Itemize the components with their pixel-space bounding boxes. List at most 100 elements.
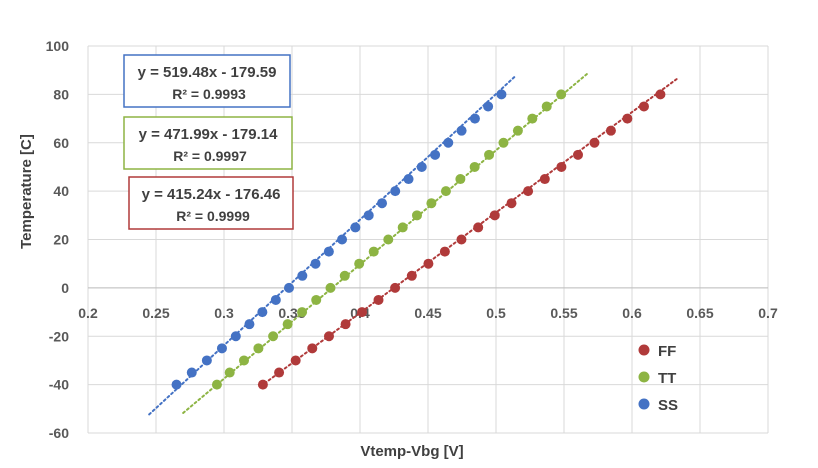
data-point-ss bbox=[390, 186, 401, 197]
data-point-ss bbox=[350, 222, 361, 233]
data-point-tt bbox=[211, 379, 222, 390]
legend-marker-ss bbox=[638, 398, 650, 410]
trendline-equation-ff: y = 415.24x - 176.46 bbox=[142, 186, 281, 203]
x-tick-label: 0.45 bbox=[414, 305, 441, 321]
r-squared-tt: R² = 0.9997 bbox=[173, 148, 247, 164]
data-point-ss bbox=[171, 379, 182, 390]
data-point-ss bbox=[469, 113, 480, 124]
data-point-ss bbox=[456, 125, 467, 136]
data-point-tt bbox=[297, 307, 308, 318]
data-point-ff bbox=[605, 125, 616, 136]
data-point-ss bbox=[323, 246, 334, 257]
data-point-ff bbox=[423, 258, 434, 269]
data-point-tt bbox=[368, 246, 379, 257]
x-tick-label: 0.25 bbox=[142, 305, 169, 321]
data-point-tt bbox=[541, 101, 552, 112]
equation-box-ss bbox=[123, 54, 291, 108]
data-point-ss bbox=[186, 367, 197, 378]
legend-marker-tt bbox=[638, 371, 650, 383]
data-point-ff bbox=[357, 307, 368, 318]
data-point-tt bbox=[484, 149, 495, 160]
data-point-ss bbox=[337, 234, 348, 245]
data-point-tt bbox=[498, 137, 509, 148]
y-tick-label: -60 bbox=[49, 425, 69, 441]
data-point-ss bbox=[496, 89, 507, 100]
data-point-ff bbox=[307, 343, 318, 354]
y-tick-label: 0 bbox=[61, 280, 69, 296]
trendline-equation-ss: y = 519.48x - 179.59 bbox=[138, 64, 277, 81]
data-point-tt bbox=[440, 186, 451, 197]
data-point-ff bbox=[556, 161, 567, 172]
data-point-ff bbox=[622, 113, 633, 124]
legend: FF TT SS bbox=[638, 343, 678, 414]
y-tick-label: 100 bbox=[46, 38, 70, 54]
data-point-ss bbox=[257, 307, 268, 318]
data-point-ff bbox=[638, 101, 649, 112]
axes: 100806040200-20-40-600.20.250.30.350.40.… bbox=[18, 38, 778, 460]
data-point-ss bbox=[430, 149, 441, 160]
legend-label-ss: SS bbox=[658, 397, 678, 414]
y-tick-label: -20 bbox=[49, 328, 69, 344]
data-point-tt bbox=[268, 331, 279, 342]
data-point-ff bbox=[589, 137, 600, 148]
data-point-ff bbox=[573, 149, 584, 160]
equation-box-tt bbox=[123, 116, 293, 170]
trendline-equation-tt: y = 471.99x - 179.14 bbox=[139, 126, 279, 143]
data-point-tt bbox=[354, 258, 365, 269]
y-tick-label: 60 bbox=[53, 135, 69, 151]
data-point-tt bbox=[527, 113, 538, 124]
legend-label-ff: FF bbox=[658, 343, 676, 360]
data-point-tt bbox=[556, 89, 567, 100]
data-point-ff bbox=[257, 379, 268, 390]
data-point-tt bbox=[397, 222, 408, 233]
data-point-ff bbox=[274, 367, 285, 378]
data-point-ss bbox=[216, 343, 227, 354]
y-tick-label: -40 bbox=[49, 377, 69, 393]
data-point-tt bbox=[238, 355, 249, 366]
data-point-tt bbox=[426, 198, 437, 209]
data-points bbox=[171, 89, 666, 390]
equation-box-ff bbox=[128, 176, 294, 230]
data-point-ff bbox=[340, 319, 351, 330]
data-point-ff bbox=[489, 210, 500, 221]
data-point-ss bbox=[284, 282, 295, 293]
data-point-ss bbox=[244, 319, 255, 330]
legend-marker-ff bbox=[638, 344, 650, 356]
x-axis-title: Vtemp-Vbg [V] bbox=[360, 443, 463, 460]
x-tick-label: 0.55 bbox=[550, 305, 577, 321]
data-point-ff bbox=[539, 174, 550, 185]
trendline-ff bbox=[259, 76, 680, 388]
data-point-tt bbox=[469, 161, 480, 172]
data-point-ff bbox=[506, 198, 517, 209]
r-squared-ss: R² = 0.9993 bbox=[172, 86, 246, 102]
x-tick-label: 0.2 bbox=[78, 305, 98, 321]
equation-boxes: y = 519.48x - 179.59 R² = 0.9993 y = 471.9… bbox=[123, 54, 294, 230]
y-tick-label: 40 bbox=[53, 183, 69, 199]
data-point-ss bbox=[403, 174, 414, 185]
data-point-tt bbox=[325, 282, 336, 293]
data-point-tt bbox=[383, 234, 394, 245]
data-point-tt bbox=[253, 343, 264, 354]
data-point-ff bbox=[323, 331, 334, 342]
data-point-ff bbox=[473, 222, 484, 233]
data-point-ss bbox=[297, 270, 308, 281]
data-point-ss bbox=[363, 210, 374, 221]
data-point-tt bbox=[411, 210, 422, 221]
data-point-tt bbox=[339, 270, 350, 281]
data-point-ss bbox=[416, 161, 427, 172]
y-axis-title: Temperature [C] bbox=[18, 134, 35, 249]
data-point-tt bbox=[455, 174, 466, 185]
x-tick-label: 0.65 bbox=[686, 305, 713, 321]
trendline-ss bbox=[148, 74, 518, 416]
x-tick-label: 0.3 bbox=[214, 305, 234, 321]
data-point-ff bbox=[290, 355, 301, 366]
data-point-ff bbox=[439, 246, 450, 257]
data-point-ff bbox=[406, 270, 417, 281]
data-point-ss bbox=[201, 355, 212, 366]
legend-label-tt: TT bbox=[658, 370, 676, 387]
data-point-ff bbox=[523, 186, 534, 197]
data-point-tt bbox=[224, 367, 235, 378]
data-point-ss bbox=[377, 198, 388, 209]
data-point-ff bbox=[456, 234, 467, 245]
